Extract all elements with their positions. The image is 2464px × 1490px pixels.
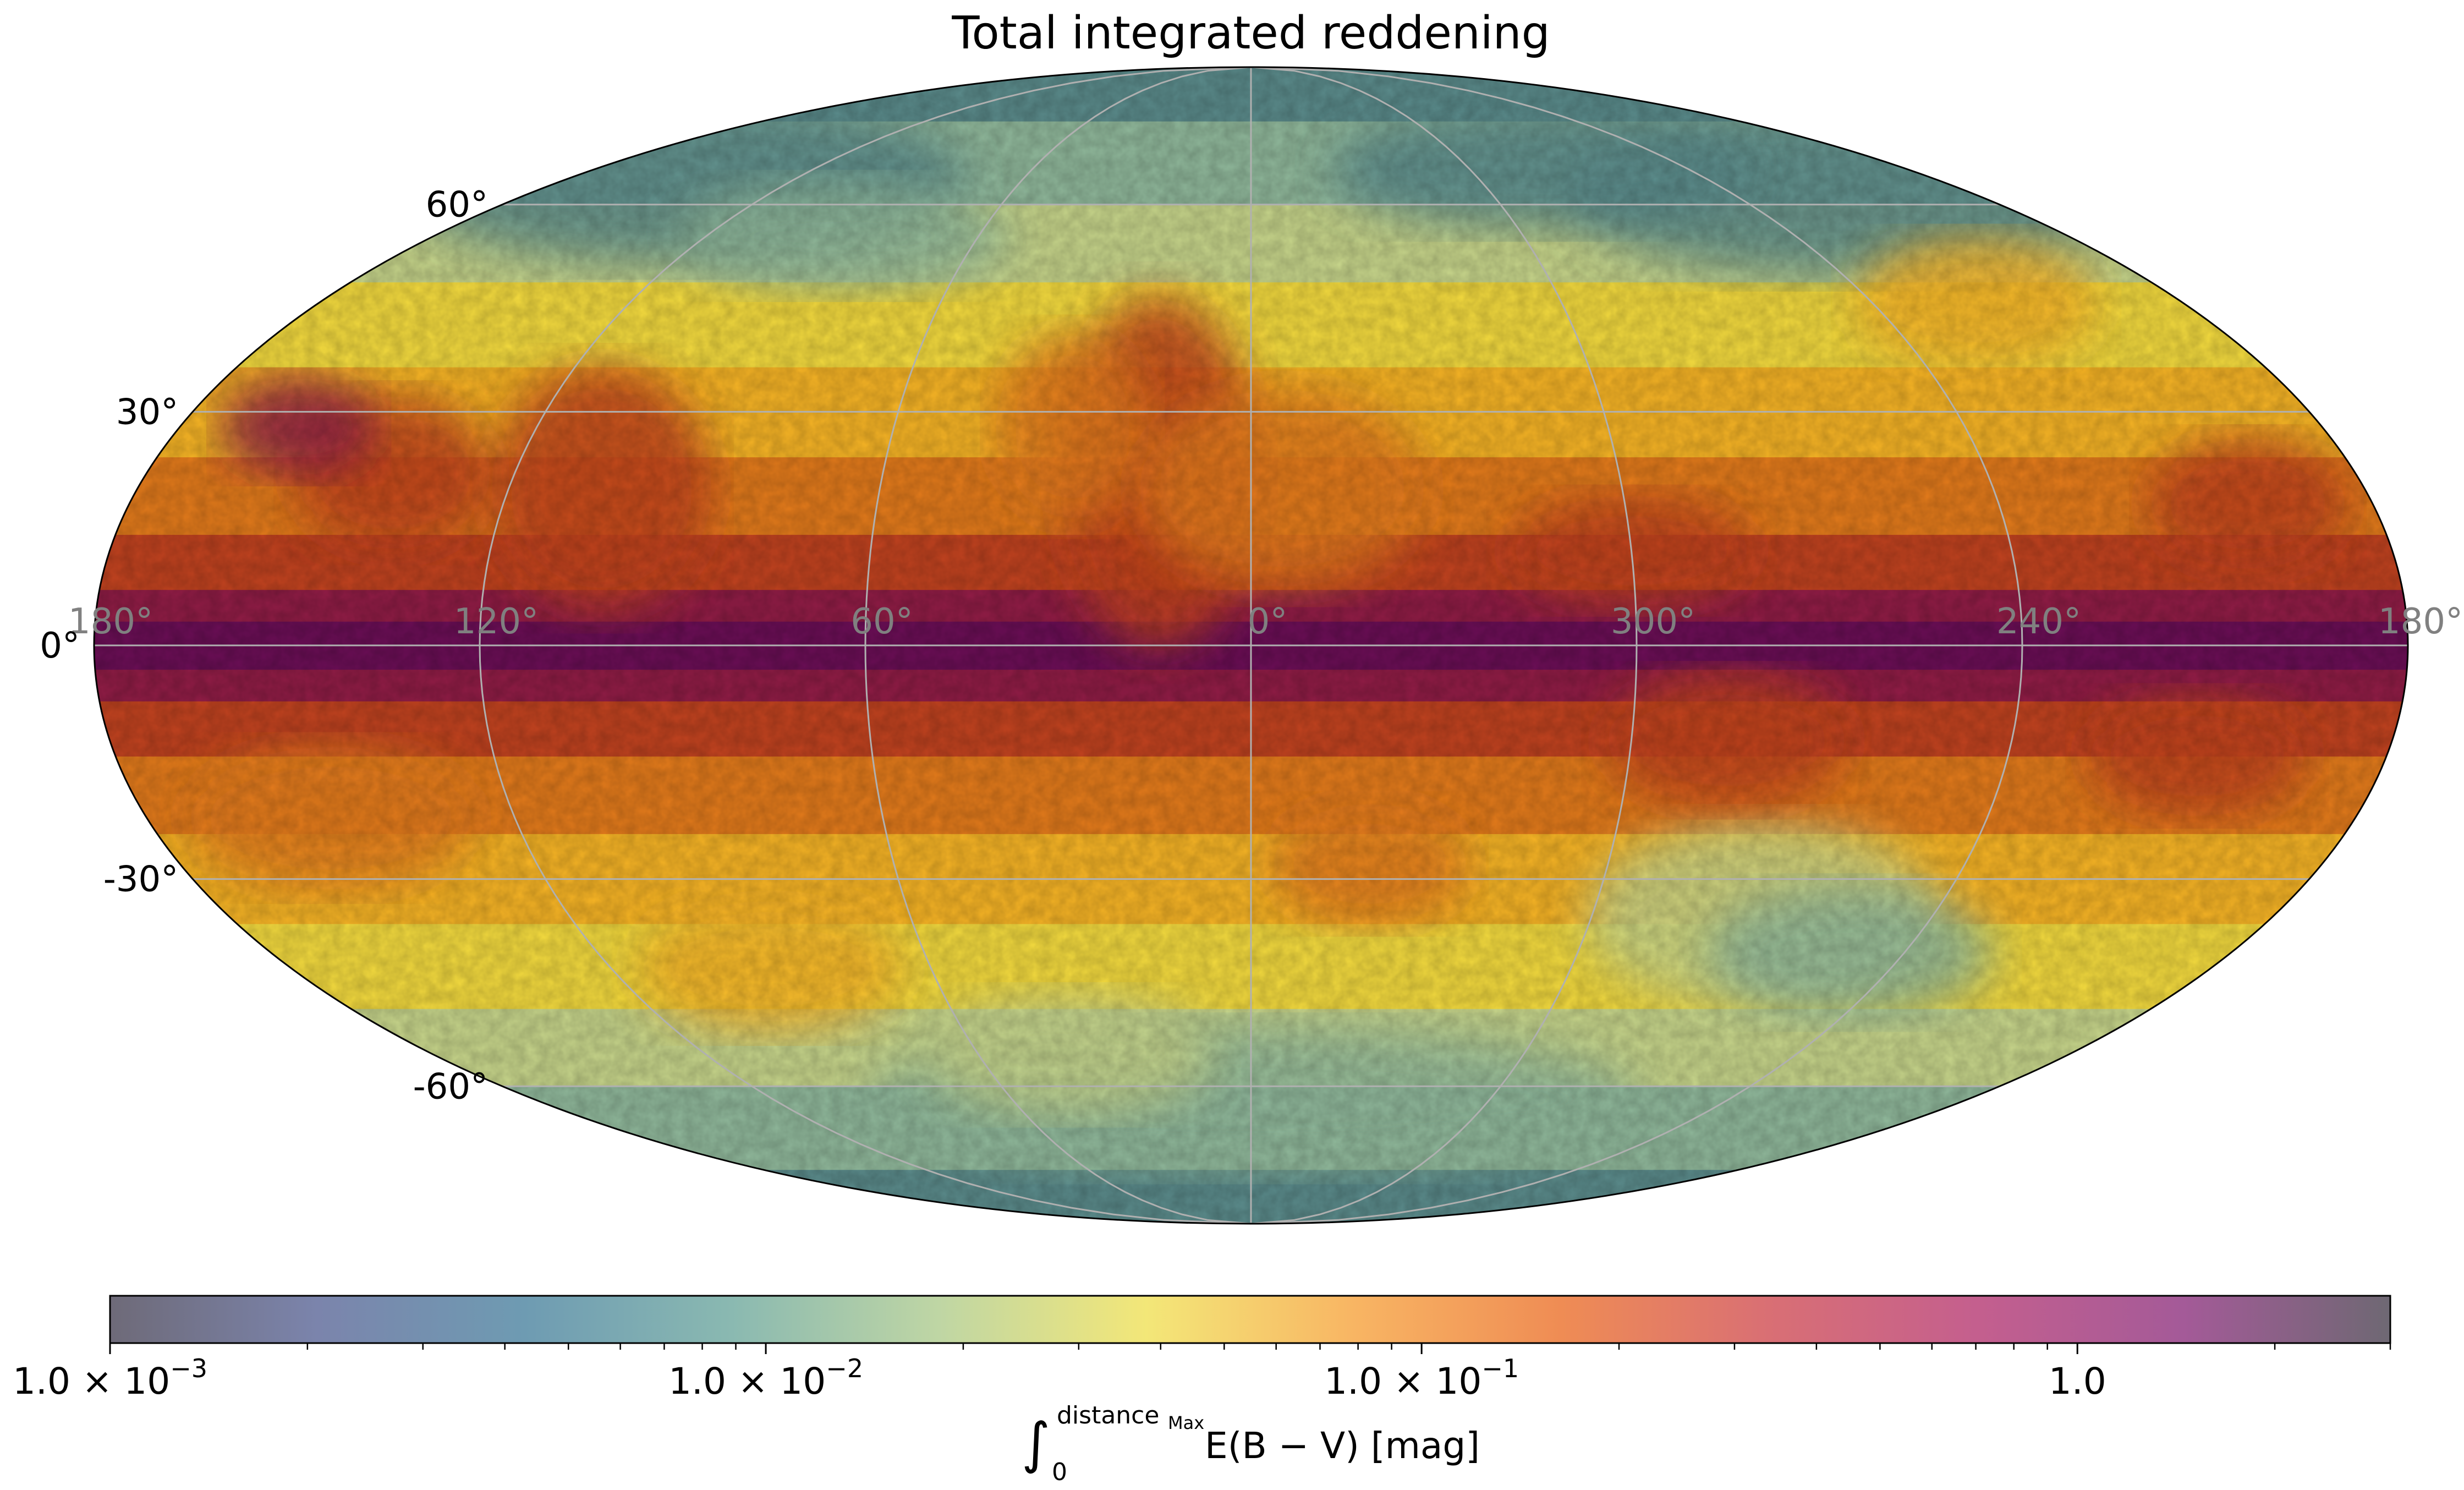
- integral-upper-limit: distance: [1057, 1401, 1159, 1429]
- longitude-tick-label: 180°: [68, 601, 153, 642]
- longitude-labels: 180° 120° 60° 0° 300° 240° 180°: [68, 601, 2463, 642]
- map-outline: [93, 66, 2409, 1225]
- colorbar-ticks: 1.0 × 10−3 1.0 × 10−2 1.0 × 10−1 1.0: [13, 1343, 2391, 1403]
- colorbar: 1.0 × 10−3 1.0 × 10−2 1.0 × 10−1 1.0 ∫ 0 di…: [13, 1295, 2391, 1486]
- colorbar-tick-label: 1.0: [2049, 1360, 2106, 1403]
- colorbar-tick-label: 1.0 × 10−2: [668, 1354, 863, 1403]
- colorbar-label: ∫ 0 distance Max E(B − V) [mag]: [1022, 1401, 1480, 1486]
- colorbar-expression: E(B − V) [mag]: [1205, 1425, 1480, 1467]
- longitude-tick-label: 0°: [1248, 601, 1288, 642]
- integral-upper-subscript: Max: [1168, 1412, 1204, 1433]
- longitude-tick-label: 60°: [850, 601, 913, 642]
- latitude-tick-label: 30°: [116, 392, 178, 432]
- longitude-tick-label: 180°: [2378, 601, 2463, 642]
- latitude-tick-label: 0°: [40, 626, 80, 666]
- latitude-tick-label: 60°: [426, 185, 488, 226]
- sky-map: [94, 67, 2408, 1224]
- longitude-tick-label: 300°: [1611, 601, 1695, 642]
- longitude-tick-label: 240°: [1996, 601, 2081, 642]
- integral-sign: ∫: [1022, 1411, 1050, 1475]
- colorbar-gradient: [109, 1295, 2391, 1344]
- longitude-gridline: [1250, 67, 1638, 1224]
- longitude-tick-label: 120°: [454, 601, 539, 642]
- latitude-tick-label: -60°: [413, 1066, 489, 1107]
- latitude-labels: 60° 30° 0° -30° -60°: [40, 185, 488, 1108]
- graticule: [94, 67, 2408, 1224]
- latitude-tick-label: -30°: [103, 859, 179, 900]
- longitude-gridline: [479, 67, 1252, 1224]
- integral-lower-limit: 0: [1052, 1458, 1067, 1486]
- chart-title: Total integrated reddening: [951, 7, 1550, 59]
- colorbar-tick-label: 1.0 × 10−3: [13, 1354, 207, 1403]
- longitude-gridline: [1250, 67, 2023, 1224]
- longitude-gridline: [864, 67, 1252, 1224]
- colorbar-tick-label: 1.0 × 10−1: [1324, 1354, 1519, 1403]
